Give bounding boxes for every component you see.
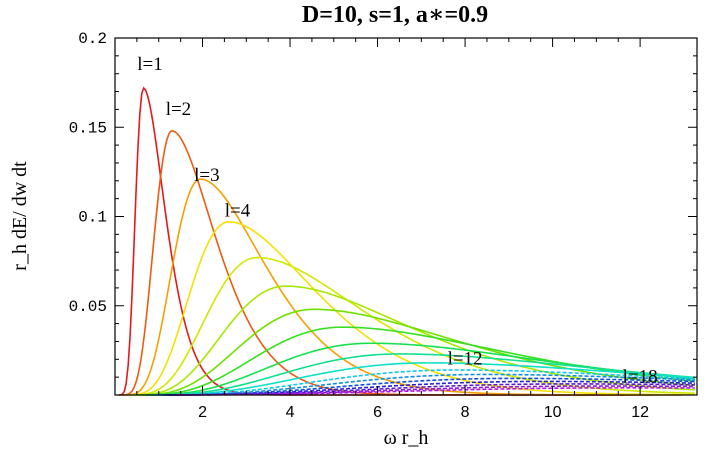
curves	[118, 86, 695, 396]
y-tick-label: 0.1	[78, 209, 107, 227]
y-axis-label: r_h dE/ dw dt	[9, 161, 31, 271]
plot-area: 2 4 6 8 10 12 0.05 0.1 0.15 0.2 l=1 l=2 l=3l=4 l=12…	[69, 30, 698, 421]
curve-label: l=3	[194, 165, 220, 186]
x-tick-label: 10	[544, 404, 562, 421]
x-tick-label: 2	[198, 404, 207, 421]
curve-label: l=4	[225, 201, 251, 222]
x-tick-label: 12	[631, 404, 649, 421]
plot-frame	[114, 37, 698, 396]
x-tick-label: 8	[461, 404, 470, 421]
series-line-3	[125, 178, 682, 396]
series-line-17	[173, 385, 695, 396]
y-axis-ticks: 0.05 0.1 0.15 0.2	[69, 30, 697, 378]
series-line-15	[166, 380, 695, 396]
series-line-12	[155, 369, 695, 396]
y-tick-label: 0.2	[78, 30, 107, 48]
curve-label: l=1	[137, 54, 163, 75]
series-line-14	[162, 377, 695, 396]
x-tick-label: 4	[286, 404, 295, 421]
x-tick-label: 6	[373, 404, 382, 421]
curve-label: l=2	[166, 99, 192, 120]
series-line-11	[152, 362, 695, 396]
series-line-10	[149, 353, 695, 396]
series-line-8	[142, 326, 695, 396]
curve-label: l=18	[623, 367, 658, 388]
x-axis-label: ω r_h	[384, 427, 429, 449]
chart-title: D=10, s=1, a∗=0.9	[302, 2, 488, 28]
series-line-1	[118, 86, 625, 396]
y-tick-label: 0.05	[69, 298, 107, 316]
series-line-5	[132, 256, 695, 396]
curve-label: l=12	[448, 349, 483, 370]
series-line-13	[159, 373, 695, 396]
x-axis-ticks: 2 4 6 8 10 12	[136, 38, 649, 421]
curve-annotations: l=1 l=2 l=3l=4 l=12 l=18	[137, 54, 657, 387]
y-tick-label: 0.15	[69, 119, 107, 137]
